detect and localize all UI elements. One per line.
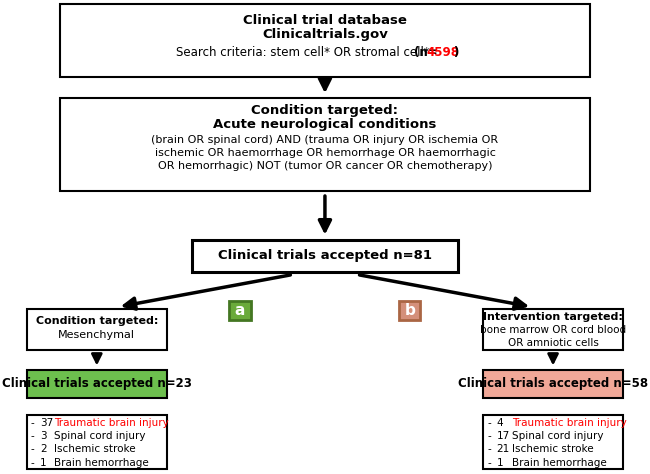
Text: 1: 1 [497, 457, 503, 468]
Text: -: - [487, 457, 491, 468]
Text: Clinical trials accepted n=23: Clinical trials accepted n=23 [2, 377, 192, 391]
FancyBboxPatch shape [27, 310, 167, 350]
Text: Traumatic brain injury: Traumatic brain injury [512, 418, 627, 428]
FancyBboxPatch shape [483, 414, 623, 469]
Text: Clinical trials accepted n=58: Clinical trials accepted n=58 [458, 377, 648, 391]
Text: 2: 2 [40, 444, 47, 455]
Text: Intervention targeted:: Intervention targeted: [483, 312, 623, 322]
FancyBboxPatch shape [483, 370, 623, 398]
Text: Brain hemorrhage: Brain hemorrhage [512, 457, 607, 468]
FancyBboxPatch shape [60, 3, 590, 77]
Text: -: - [31, 457, 34, 468]
Text: 21: 21 [497, 444, 510, 455]
FancyBboxPatch shape [60, 99, 590, 191]
Text: Traumatic brain injury: Traumatic brain injury [53, 418, 168, 428]
Text: Mesenchymal: Mesenchymal [58, 330, 135, 340]
Text: 1: 1 [40, 457, 47, 468]
Text: -: - [31, 444, 34, 455]
Text: Brain hemorrhage: Brain hemorrhage [53, 457, 148, 468]
Text: Condition targeted:: Condition targeted: [36, 316, 158, 326]
Text: b: b [404, 303, 415, 318]
Text: OR hemorrhagic) NOT (tumor OR cancer OR chemotherapy): OR hemorrhagic) NOT (tumor OR cancer OR … [158, 161, 492, 172]
Text: (n=: (n= [414, 46, 437, 59]
Text: -: - [31, 418, 34, 428]
Text: (brain OR spinal cord) AND (trauma OR injury OR ischemia OR: (brain OR spinal cord) AND (trauma OR in… [151, 135, 499, 145]
FancyBboxPatch shape [483, 310, 623, 350]
Text: Search criteria: stem cell* OR stromal cell* (n=4598): Search criteria: stem cell* OR stromal c… [168, 46, 482, 59]
Text: Spinal cord injury: Spinal cord injury [53, 431, 145, 441]
Text: 37: 37 [40, 418, 53, 428]
Text: Clinical trials accepted n=81: Clinical trials accepted n=81 [218, 249, 432, 263]
FancyBboxPatch shape [192, 240, 458, 272]
Text: OR amniotic cells: OR amniotic cells [508, 337, 599, 348]
Text: Clinicaltrials.gov: Clinicaltrials.gov [262, 28, 388, 41]
FancyBboxPatch shape [27, 370, 167, 398]
Text: Condition targeted:: Condition targeted: [252, 104, 398, 117]
Text: Ischemic stroke: Ischemic stroke [512, 444, 594, 455]
Text: Spinal cord injury: Spinal cord injury [512, 431, 604, 441]
Text: Ischemic stroke: Ischemic stroke [53, 444, 135, 455]
Text: 4598: 4598 [427, 46, 460, 59]
Text: -: - [487, 444, 491, 455]
FancyBboxPatch shape [229, 301, 251, 320]
Text: ischemic OR haemorrhage OR hemorrhage OR haemorrhagic: ischemic OR haemorrhage OR hemorrhage OR… [155, 148, 495, 158]
Text: Clinical trial database: Clinical trial database [243, 14, 407, 27]
Text: 4: 4 [497, 418, 503, 428]
Text: 17: 17 [497, 431, 510, 441]
Text: -: - [31, 431, 34, 441]
Text: a: a [235, 303, 245, 318]
Text: 3: 3 [40, 431, 47, 441]
Text: -: - [487, 431, 491, 441]
Text: -: - [487, 418, 491, 428]
Text: Search criteria: stem cell* OR stromal cell*: Search criteria: stem cell* OR stromal c… [176, 46, 434, 59]
Text: ): ) [453, 46, 459, 59]
Text: bone marrow OR cord blood: bone marrow OR cord blood [480, 325, 626, 336]
FancyBboxPatch shape [399, 301, 421, 320]
FancyBboxPatch shape [27, 414, 167, 469]
Text: Acute neurological conditions: Acute neurological conditions [213, 118, 437, 131]
